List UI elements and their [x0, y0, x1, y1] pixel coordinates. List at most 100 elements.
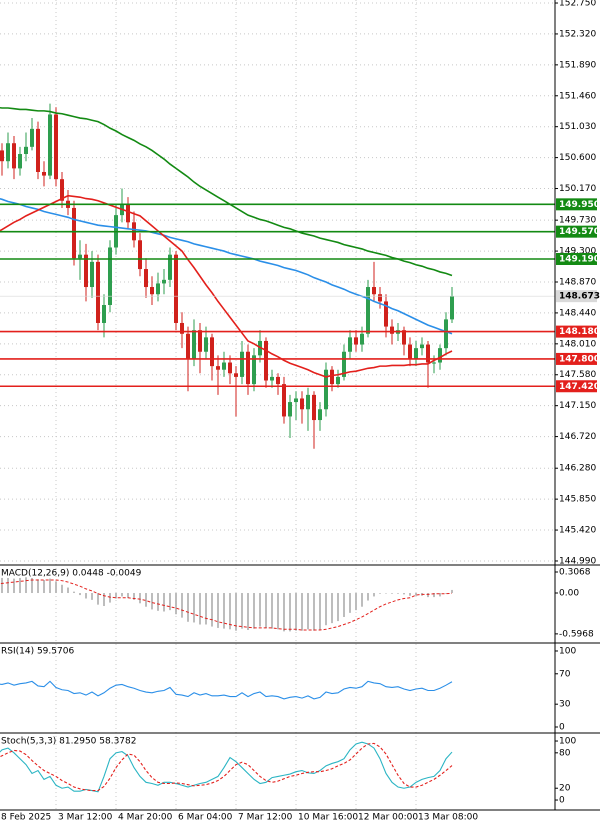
y-tick-label: 149.730	[559, 216, 596, 226]
candle-body	[246, 351, 250, 385]
candle-body	[36, 128, 40, 172]
histogram-bar	[97, 593, 99, 605]
y-tick-label: 151.030	[559, 122, 596, 132]
y-tick-label: 146.280	[559, 464, 596, 474]
x-tick-label: 7 Mar 12:00	[238, 813, 293, 823]
histogram-bar	[25, 577, 27, 594]
histogram-bar	[301, 593, 303, 631]
x-tick-label: 10 Mar 16:00	[298, 813, 358, 823]
histogram-bar	[349, 593, 351, 613]
histogram-bar	[127, 593, 129, 598]
candle-body	[378, 294, 382, 302]
histogram-bar	[217, 593, 219, 628]
y-tick-label: 145.850	[559, 495, 596, 505]
y-tick-label: 146.720	[559, 432, 596, 442]
y-tick-label: 148.870	[559, 277, 596, 287]
candle-body	[18, 154, 22, 169]
histogram-bar	[55, 581, 57, 594]
candle-body	[24, 146, 28, 155]
candle-body	[126, 204, 130, 223]
level-label-box	[556, 252, 597, 265]
histogram-bar	[7, 577, 9, 594]
y-tick-label: 150.600	[559, 153, 596, 163]
histogram-bar	[49, 578, 51, 594]
histogram-bar	[145, 593, 147, 607]
candle-body	[372, 287, 376, 295]
level-label-box	[556, 380, 597, 393]
histogram-bar	[235, 593, 237, 631]
histogram-bar	[133, 593, 135, 600]
histogram-bar	[115, 593, 117, 599]
level-label: 147.420	[559, 382, 600, 392]
histogram-bar	[79, 593, 81, 596]
histogram-bar	[439, 593, 441, 597]
candle-body	[12, 143, 16, 169]
x-tick-label: 8 Feb 2025	[1, 813, 51, 823]
candle-body	[216, 366, 220, 370]
candle-body	[288, 402, 292, 417]
candle-body	[102, 305, 106, 323]
y-tick-label: 0	[559, 722, 565, 732]
level-label: 147.800	[559, 354, 600, 364]
candle-body	[186, 333, 190, 359]
histogram-bar	[427, 593, 429, 598]
histogram-bar	[367, 593, 369, 601]
candle-body	[84, 254, 88, 288]
histogram-bar	[43, 579, 45, 594]
candle-body	[342, 351, 346, 377]
candle-body	[366, 287, 370, 334]
candle-body	[198, 330, 202, 352]
candle-body	[234, 373, 238, 377]
candle-body	[450, 296, 454, 320]
x-tick-label: 6 Mar 04:00	[178, 813, 233, 823]
candle-body	[360, 333, 364, 345]
histogram-bar	[121, 593, 123, 597]
histogram-bar	[19, 577, 21, 594]
candle-body	[54, 114, 58, 180]
histogram-bar	[163, 593, 165, 612]
level-label: 148.673	[559, 292, 600, 302]
y-tick-label: 148.010	[559, 339, 596, 349]
histogram-bar	[271, 593, 273, 629]
y-tick-label: 151.460	[559, 91, 596, 101]
candle-body	[432, 362, 436, 364]
level-label-box	[556, 225, 597, 238]
histogram-bar	[259, 593, 261, 627]
y-tick-label: 30	[559, 700, 571, 710]
histogram-bar	[13, 578, 15, 594]
histogram-bar	[253, 593, 255, 629]
candle-body	[222, 362, 226, 370]
histogram-bar	[211, 593, 213, 627]
histogram-bar	[37, 579, 39, 594]
candle-body	[90, 261, 94, 288]
candle-body	[78, 254, 82, 259]
y-tick-label: 152.750	[559, 0, 596, 9]
y-tick-label: 149.300	[559, 247, 596, 257]
level-label-box	[556, 198, 597, 211]
histogram-bar	[295, 593, 297, 631]
y-tick-label: 151.890	[559, 60, 596, 70]
candle-body	[192, 330, 196, 359]
histogram-bar	[193, 593, 195, 623]
histogram-bar	[313, 593, 315, 631]
y-tick-label: 147.150	[559, 401, 596, 411]
candle-body	[264, 340, 268, 381]
histogram-bar	[31, 577, 33, 594]
candle-body	[48, 114, 52, 176]
y-tick-label: 150.170	[559, 184, 596, 194]
histogram-bar	[91, 593, 93, 600]
candle-body	[0, 150, 4, 162]
histogram-bar	[67, 587, 69, 594]
panel-title: Stoch(5,3,3) 81.2950 58.3782	[1, 737, 136, 747]
histogram-bar	[361, 593, 363, 607]
y-tick-label: -0.5968	[559, 629, 594, 639]
histogram-bar	[325, 593, 327, 626]
histogram-bar	[331, 593, 333, 624]
histogram-bar	[433, 593, 435, 598]
indicator-line	[0, 741, 453, 793]
histogram-bar	[391, 593, 393, 594]
histogram-bar	[223, 593, 225, 629]
histogram-bar	[1, 577, 3, 594]
